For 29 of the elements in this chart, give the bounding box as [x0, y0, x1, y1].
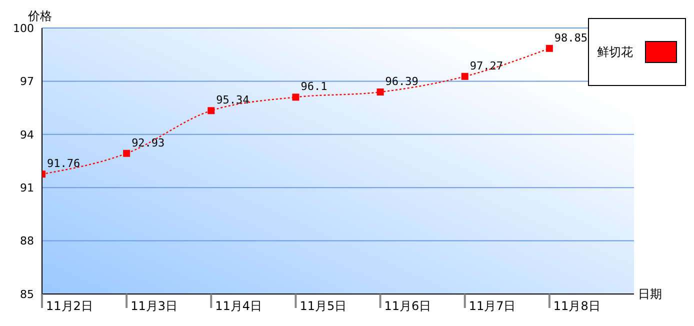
y-tick-label: 94 [20, 128, 34, 142]
data-label: 96.1 [300, 80, 328, 94]
point [292, 94, 300, 101]
point [376, 88, 384, 96]
y-tick-label: 97 [20, 75, 34, 88]
point [208, 107, 215, 114]
y-tick-label: 100 [13, 22, 34, 35]
point [123, 150, 130, 157]
x-tick-label: 11月8日 [553, 299, 600, 313]
y-tick-label: 88 [20, 234, 34, 248]
x-axis-title: 日期 [638, 286, 662, 303]
x-tick-label: 11月6日 [384, 299, 432, 313]
y-axis-title: 价格 [28, 8, 52, 24]
x-tick-label: 11月4日 [215, 299, 262, 313]
y-tick-label: 85 [20, 288, 34, 301]
data-label: 92.93 [132, 136, 165, 150]
data-label: 96.39 [385, 75, 418, 88]
x-tick-label: 11月7日 [468, 299, 516, 313]
x-tick-label: 11月5日 [300, 299, 347, 313]
y-tick-label: 91 [20, 182, 34, 195]
legend-label: 鲜切花 [597, 44, 633, 60]
data-label: 95.34 [216, 94, 250, 107]
data-label: 97.27 [470, 59, 503, 72]
point [461, 72, 468, 80]
x-tick-label: 11月2日 [46, 299, 93, 313]
data-label: 91.76 [47, 157, 80, 170]
x-tick-label: 11月3日 [130, 299, 178, 313]
point [546, 44, 553, 52]
data-label: 98.85 [554, 31, 588, 44]
